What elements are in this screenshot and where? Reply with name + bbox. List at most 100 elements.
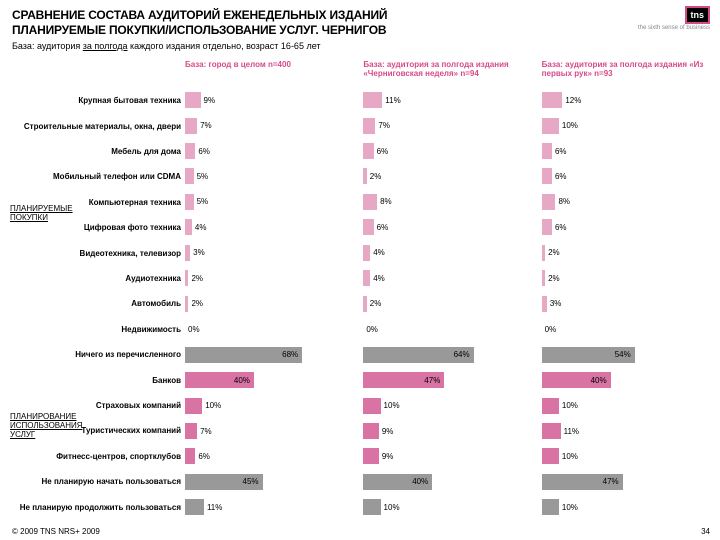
bar [185,423,197,439]
bar: 40% [542,372,611,388]
bar-row: 6% [363,215,535,240]
bar-value-label: 6% [377,147,389,156]
title-line1: СРАВНЕНИЕ СОСТАВА АУДИТОРИЙ ЕЖЕНЕДЕЛЬНЫХ… [12,8,387,22]
bar: 40% [185,372,254,388]
bar-row: 10% [542,393,714,418]
bar-row: 4% [363,266,535,291]
bar-row: 6% [542,138,714,163]
bar [363,448,379,464]
bar: 47% [363,372,444,388]
bar-row: 2% [363,291,535,316]
bar-value-label: 2% [191,299,203,308]
bar-row: 10% [363,393,535,418]
bar [542,296,547,312]
bar-value-label: 7% [200,427,212,436]
data-column-2: База: аудитория за полгода издания «Из п… [542,60,720,520]
chart-area: Крупная бытовая техникаСтроительные мате… [0,60,720,520]
bar-value-label: 10% [562,503,578,512]
bar-value-label: 40% [412,477,428,486]
row-label: Автомобиль [131,299,181,308]
bar-value-label: 47% [603,477,619,486]
bar [185,270,188,286]
bar-row: 10% [363,495,535,520]
bar [185,296,188,312]
bar-value-label: 0% [366,325,378,334]
bar-value-label: 68% [282,350,298,359]
bar [185,219,192,235]
bar [185,143,195,159]
bar-value-label: 10% [384,401,400,410]
bar [185,448,195,464]
bar [363,194,377,210]
bar [363,499,380,515]
bar-row: 9% [363,444,535,469]
bar-row: 6% [542,215,714,240]
bar-value-label: 4% [373,274,385,283]
bar-value-label: 5% [197,172,209,181]
bar-value-label: 7% [378,121,390,130]
column-header: База: аудитория за полгода издания «Черн… [363,60,535,87]
bar [185,398,202,414]
bar-row: 8% [363,189,535,214]
row-label: Строительные материалы, окна, двери [24,122,181,131]
bar-value-label: 6% [555,223,567,232]
bar-value-label: 3% [550,299,562,308]
bar-value-label: 40% [234,376,250,385]
row-labels-column: Крупная бытовая техникаСтроительные мате… [0,60,185,520]
bar-row: 2% [185,266,357,291]
bar: 40% [363,474,432,490]
bar-row: 40% [185,367,357,392]
bar-value-label: 10% [562,121,578,130]
bar-row: 40% [363,469,535,494]
bar-row: 40% [542,367,714,392]
bar-row: 6% [185,138,357,163]
data-column-0: База: город в целом n=4009%7%6%5%5%4%3%2… [185,60,363,520]
bar [363,398,380,414]
bar-value-label: 3% [193,248,205,257]
row-label: Видеотехника, телевизор [80,249,181,258]
bar-row: 6% [363,138,535,163]
bar-value-label: 10% [562,401,578,410]
bar-row: 0% [185,316,357,341]
bar-row: 68% [185,342,357,367]
bar-row: 4% [363,240,535,265]
bar-value-label: 9% [204,96,216,105]
bar [185,499,204,515]
bar-value-label: 54% [615,350,631,359]
bar-row: 64% [363,342,535,367]
bar-value-label: 2% [370,172,382,181]
bar [363,296,366,312]
column-header: База: город в целом n=400 [185,60,357,87]
bar-row: 4% [185,215,357,240]
bar-row: 45% [185,469,357,494]
bar [185,92,201,108]
bar [542,499,559,515]
bar-value-label: 6% [555,147,567,156]
bar-row: 7% [185,113,357,138]
bar [542,194,556,210]
bar [363,245,370,261]
bar-row: 11% [185,495,357,520]
bar [363,423,379,439]
bar-row: 6% [542,164,714,189]
bar-row: 2% [542,240,714,265]
bar-row: 11% [542,418,714,443]
bar-row: 10% [542,444,714,469]
bar-value-label: 6% [198,452,210,461]
bar-row: 12% [542,87,714,112]
bar-value-label: 4% [195,223,207,232]
bar [542,423,561,439]
page-number: 34 [701,527,710,536]
bar-value-label: 11% [564,427,579,436]
bar-value-label: 8% [558,197,570,206]
bar-row: 0% [363,316,535,341]
bar-row: 7% [363,113,535,138]
bar [542,168,552,184]
row-label: Не планирую начать пользоваться [42,477,181,486]
group-label-services: ПЛАНИРОВАНИЕ ИСПОЛЬЗОВАНИЯ УСЛУГ [10,413,90,439]
bar [542,219,552,235]
tns-logo: tns the sixth sense of business [638,6,710,31]
group-label-purchases: ПЛАНИРУЕМЫЕ ПОКУПКИ [10,205,90,223]
bar-value-label: 5% [197,197,209,206]
row-label: Мобильный телефон или CDMA [53,172,181,181]
